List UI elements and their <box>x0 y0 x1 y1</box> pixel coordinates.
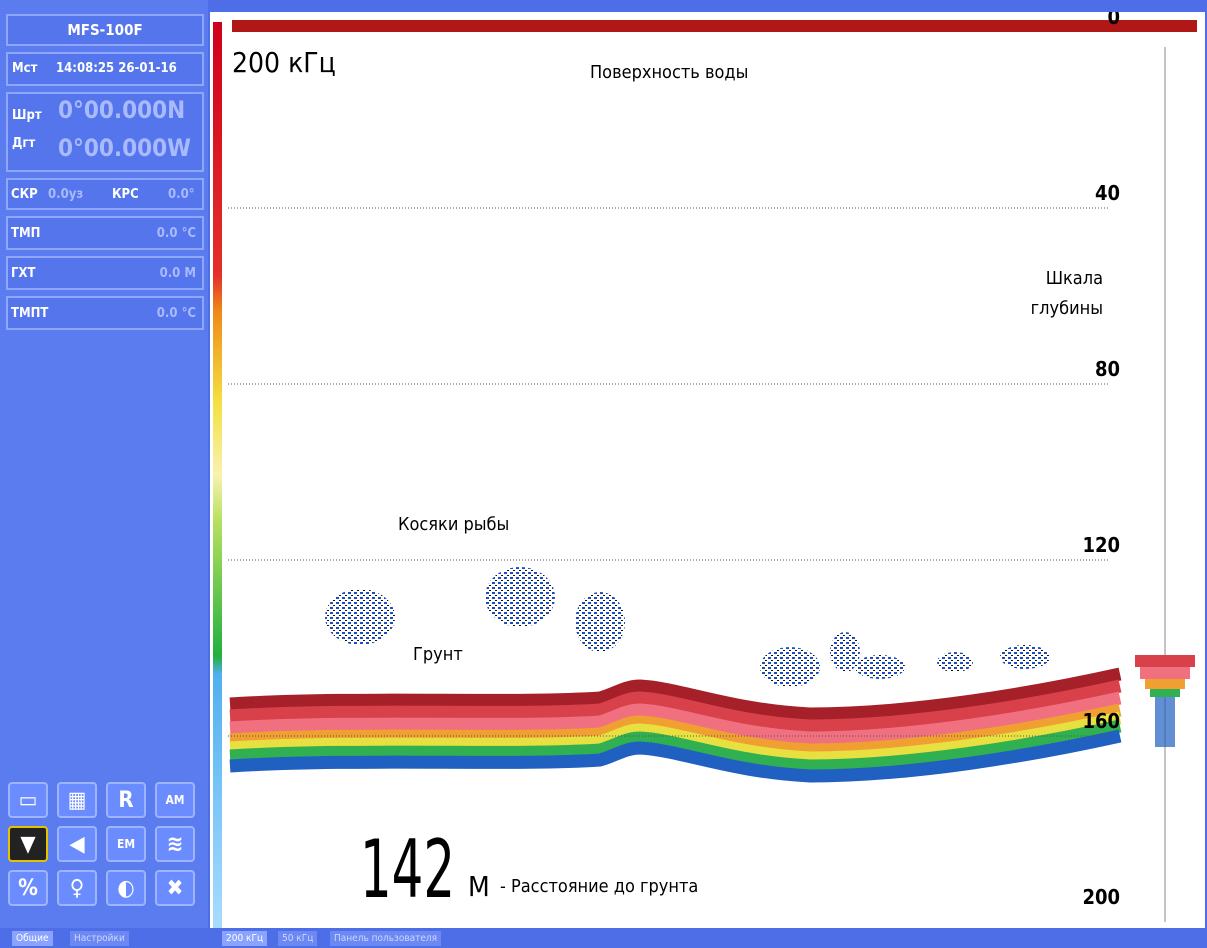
value: 0.0 °C <box>156 226 196 241</box>
waves-button[interactable]: ≋ <box>155 826 195 862</box>
temp-box: ТМП 0.0 °C <box>6 216 204 250</box>
time: 14:08:25 26-01-16 <box>56 61 177 76</box>
annotation: Грунт <box>413 644 463 665</box>
label: КРС <box>112 187 139 202</box>
depth-label: 200 <box>1082 885 1120 909</box>
route-button[interactable]: % <box>8 870 48 906</box>
fish-schools <box>325 567 1050 687</box>
depth-box: ГХТ 0.0 М <box>6 256 204 290</box>
position-box: Шрт 0°00.000N Дгт 0°00.000W <box>6 92 204 172</box>
course: 0.0° <box>168 187 195 202</box>
depth-label: 0 <box>1107 12 1120 29</box>
speed: 0.0уз <box>48 187 84 202</box>
annotation: Шкала <box>1046 268 1103 289</box>
tab[interactable]: 200 кГц <box>222 931 268 946</box>
tools-button[interactable]: ✖ <box>155 870 195 906</box>
label: ТМП <box>11 226 41 241</box>
longitude: 0°00.000W <box>58 134 191 162</box>
water-temp-box: ТМПТ 0.0 °C <box>6 296 204 330</box>
value: 0.0 °C <box>156 306 196 321</box>
frequency: 200 кГц <box>232 46 336 79</box>
tab[interactable]: Общие <box>12 931 53 946</box>
am-button[interactable]: AM <box>155 782 195 818</box>
model: MFS-100F <box>6 14 204 46</box>
label: Мст <box>12 61 38 76</box>
mini-echo <box>1135 655 1195 747</box>
sounder-button[interactable]: ▼ <box>8 826 48 862</box>
time-box: Мст 14:08:25 26-01-16 <box>6 52 204 86</box>
echogram: 200 кГц Поверхность воды Шкала глубины К… <box>210 12 1205 928</box>
depth-label: 160 <box>1082 709 1120 733</box>
mode-button[interactable]: ◐ <box>106 870 146 906</box>
speed-box: СКР 0.0уз КРС 0.0° <box>6 178 204 210</box>
depth-label: 80 <box>1095 357 1120 381</box>
label: ТМПТ <box>11 306 49 321</box>
sound-button[interactable]: ◀ <box>57 826 97 862</box>
label: Дгт <box>12 136 36 151</box>
bottom-unit: М <box>468 870 490 903</box>
annotation: глубины <box>1031 298 1103 319</box>
annotation: - Расстояние до грунта <box>500 876 698 897</box>
em-button[interactable]: EM <box>106 826 146 862</box>
label: ГХТ <box>11 266 36 281</box>
pin-button[interactable]: ♀ <box>57 870 97 906</box>
bottom-depth: 142 <box>360 823 455 916</box>
color-scale <box>213 22 222 928</box>
tab[interactable]: Настройки <box>70 931 129 946</box>
surface-echo <box>232 20 1197 32</box>
annotation: Косяки рыбы <box>398 514 509 535</box>
side-panel: MFS-100F Мст 14:08:25 26-01-16 Шрт 0°00.… <box>0 0 208 928</box>
tab[interactable]: 50 кГц <box>278 931 318 946</box>
camera-button[interactable]: ▦ <box>57 782 97 818</box>
r-button[interactable]: R <box>106 782 146 818</box>
value: 0.0 М <box>159 266 196 281</box>
latitude: 0°00.000N <box>58 96 186 124</box>
label: СКР <box>11 187 38 202</box>
annotation: Поверхность воды <box>590 62 748 83</box>
depth-label: 40 <box>1095 181 1120 205</box>
tab[interactable]: Панель пользователя <box>330 931 442 946</box>
label: Шрт <box>12 108 42 123</box>
display-button[interactable]: ▭ <box>8 782 48 818</box>
depth-label: 120 <box>1082 533 1120 557</box>
